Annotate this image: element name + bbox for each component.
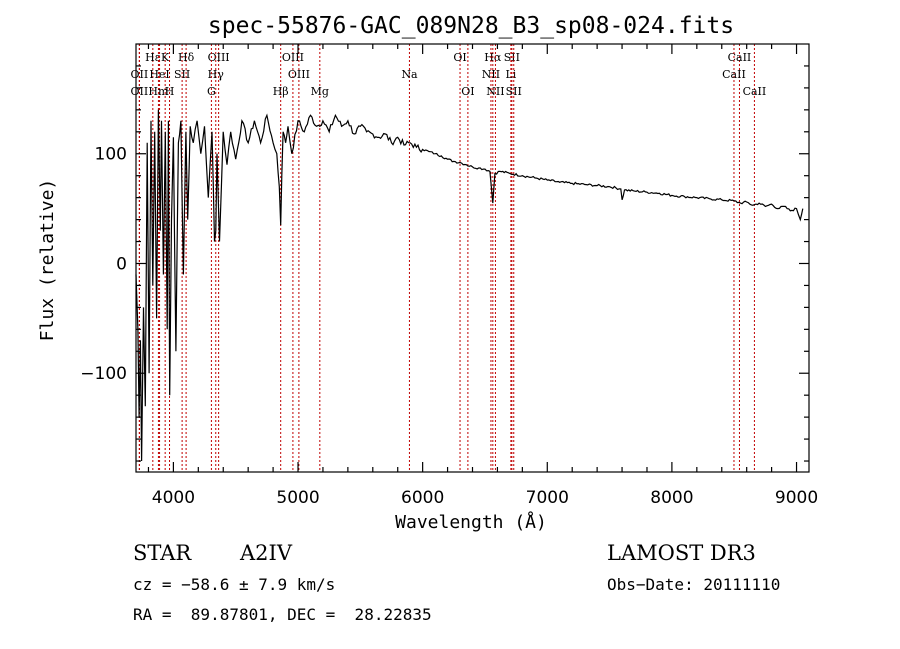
survey-name: LAMOST DR3 [607, 541, 756, 565]
x-tick-label: 4000 [152, 488, 195, 508]
axis-ticks [136, 44, 809, 472]
spectral-line-label: OIII [208, 51, 230, 64]
plot-frame [135, 43, 810, 473]
observation-date: Obs−Date: 20111110 [607, 575, 781, 594]
spectrum-series-line [135, 109, 804, 462]
spectral-line-label: Na [401, 68, 418, 81]
object-type: STAR [133, 541, 192, 565]
chart-title: spec-55876-GAC_089N28_B3_sp08-024.fits [208, 13, 734, 39]
spectral-line-label: Hδ [178, 51, 195, 64]
spectral-line-label: OI [453, 51, 466, 64]
x-axis-label: Wavelength (Å) [395, 511, 547, 533]
spectral-line-label: OI [461, 85, 474, 98]
spectral-line-label: Hm [148, 85, 169, 98]
x-tick-label: 9000 [775, 488, 818, 508]
spectral-line-label: Li [505, 68, 516, 81]
spectral-line-label: H [165, 85, 175, 98]
spectral-line-label: NII [486, 85, 504, 98]
y-axis-label: Flux (relative) [37, 179, 58, 342]
x-tick-label: 5000 [276, 488, 319, 508]
spectral-line-label: SII [504, 51, 520, 64]
x-tick-label: 8000 [650, 488, 693, 508]
spectral-line-label: OIII [288, 68, 310, 81]
spectral-line-label: Hβ [273, 85, 289, 98]
spectral-line-label: G [207, 85, 216, 98]
spectral-line-label: CaII [728, 51, 752, 64]
spectral-line-label: Hγ [208, 68, 225, 81]
redshift-value: cz = −58.6 ± 7.9 km/s [133, 575, 336, 594]
spectral-line-label: HeI [149, 68, 169, 81]
spectral-line-label: CaII [722, 68, 746, 81]
spectral-line-label: Mg [311, 85, 329, 98]
spectral-line-label: CaII [743, 85, 767, 98]
spectral-line-label: Hε [145, 51, 161, 64]
spectral-line-label: K [161, 51, 170, 64]
spectral-line-label: SII [506, 85, 522, 98]
y-tick-label: 100 [95, 145, 127, 165]
x-tick-label: 7000 [526, 488, 569, 508]
spectral-line-label: OII [131, 68, 149, 81]
coordinates: RA = 89.87801, DEC = 28.22835 [133, 605, 432, 624]
axis-tick-labels: 4000 5000 6000 7000 8000 9000 100 0 −100 [80, 145, 818, 508]
y-tick-label: −100 [80, 364, 127, 384]
x-tick-label: 6000 [401, 488, 444, 508]
y-tick-label: 0 [116, 254, 127, 274]
spectral-line-label: OIII [282, 51, 304, 64]
spectral-line-label: SII [174, 68, 190, 81]
spectral-line-label: OII [131, 85, 149, 98]
spectral-line-label: Hα [484, 51, 502, 64]
spectral-line-markers: Hε OII OII K Hδ HeI SII HmH OIII Hγ G OIII OIII Hβ Mg N… [131, 44, 767, 472]
spectral-line-label: NII [482, 68, 500, 81]
object-subclass: A2IV [240, 541, 292, 565]
